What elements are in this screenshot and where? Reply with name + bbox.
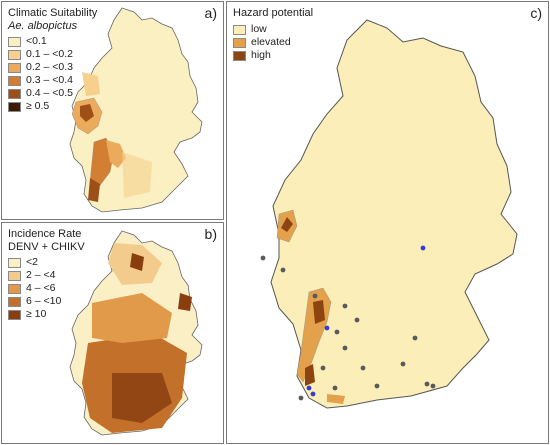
marker-grey	[312, 293, 318, 299]
region-cologne-high	[281, 217, 293, 232]
legend-item: 0.4 – <0.5	[8, 87, 97, 100]
legend-swatch	[8, 75, 21, 86]
legend-label: 2 – <4	[26, 269, 56, 281]
region-south-west	[88, 178, 100, 202]
legend-swatch	[8, 49, 21, 60]
region-neckar	[106, 140, 126, 168]
legend-swatch	[8, 36, 21, 47]
legend-label: ≥ 10	[26, 308, 47, 320]
marker-grey	[342, 303, 348, 309]
legend-swatch	[8, 283, 21, 294]
marker-grey	[360, 365, 366, 371]
legend-swatch	[8, 270, 21, 281]
marker-grey	[424, 381, 430, 387]
marker-grey	[260, 255, 266, 261]
legend-swatch	[8, 309, 21, 320]
region-northwest-low	[82, 72, 100, 96]
panel-climatic-suitability: Climatic Suitability Ae. albopictus <0.1…	[1, 1, 224, 220]
legend-swatch	[8, 62, 21, 73]
legend-label: high	[251, 49, 271, 61]
map-base	[270, 19, 518, 409]
legend-label: <2	[26, 256, 38, 268]
germany-map-suitability	[69, 7, 203, 213]
legend-swatch	[233, 37, 246, 48]
region-berlin	[178, 293, 192, 311]
marker-grey	[400, 361, 406, 367]
legend-label: <0.1	[26, 35, 47, 47]
legend-item: 6 – <10	[8, 295, 85, 308]
legend-swatch	[8, 88, 21, 99]
legend-swatch	[8, 101, 21, 112]
region-hamburg	[130, 253, 144, 271]
germany-map-incidence	[69, 230, 203, 436]
legend-item: 0.1 – <0.2	[8, 48, 97, 61]
marker-grey	[334, 329, 340, 335]
region-rhine-very-high	[80, 104, 94, 122]
legend-hazard: Hazard potential low elevated high	[233, 7, 313, 62]
marker-blue	[420, 245, 426, 251]
legend-subtitle: DENV + CHIKV	[8, 241, 85, 253]
marker-group-grey	[260, 255, 436, 401]
marker-grey	[354, 317, 360, 323]
region-south-low	[122, 152, 152, 198]
germany-map-hazard	[260, 19, 518, 409]
legend-label: low	[251, 23, 267, 35]
marker-blue	[310, 391, 316, 397]
legend-label: 0.3 – <0.4	[26, 74, 73, 86]
legend-item: low	[233, 23, 313, 36]
marker-grey	[332, 385, 338, 391]
marker-grey	[320, 365, 326, 371]
legend-item: ≥ 0.5	[8, 100, 97, 113]
legend-item: <2	[8, 256, 85, 269]
panel-label: c)	[530, 5, 542, 21]
legend-swatch	[8, 257, 21, 268]
legend-label: 0.1 – <0.2	[26, 48, 73, 60]
legend-label: 4 – <6	[26, 282, 56, 294]
legend-item: high	[233, 49, 313, 62]
legend-item: <0.1	[8, 35, 97, 48]
legend-label: elevated	[251, 36, 291, 48]
panel-label: b)	[204, 226, 217, 242]
legend-item: 2 – <4	[8, 269, 85, 282]
legend-label: 0.4 – <0.5	[26, 87, 73, 99]
legend-swatch	[233, 24, 246, 35]
region-lake-constance	[327, 394, 345, 404]
legend-title: Climatic Suitability	[8, 7, 98, 19]
marker-grey	[298, 395, 304, 401]
marker-blue	[324, 325, 330, 331]
marker-group-blue	[306, 245, 426, 397]
marker-grey	[374, 383, 380, 389]
marker-grey	[412, 335, 418, 341]
legend-title: Hazard potential	[233, 7, 314, 19]
panel-hazard-potential: Hazard potential low elevated high c)	[226, 1, 549, 444]
legend-suitability: Climatic Suitability Ae. albopictus <0.1…	[8, 7, 97, 113]
legend-subtitle: Ae. albopictus	[8, 20, 78, 32]
legend-incidence: Incidence Rate DENV + CHIKV <2 2 – <4 4 …	[8, 228, 85, 321]
panel-incidence-rate: Incidence Rate DENV + CHIKV <2 2 – <4 4 …	[1, 222, 224, 444]
legend-swatch	[233, 50, 246, 61]
legend-label: 0.2 – <0.3	[26, 61, 73, 73]
region-rhine-high-1	[313, 300, 325, 324]
legend-label: 6 – <10	[26, 295, 62, 307]
legend-swatch	[8, 296, 21, 307]
marker-grey	[280, 267, 286, 273]
legend-item: 0.2 – <0.3	[8, 61, 97, 74]
legend-item: 0.3 – <0.4	[8, 74, 97, 87]
legend-title: Incidence Rate	[8, 228, 82, 240]
marker-grey	[342, 345, 348, 351]
legend-item: 4 – <6	[8, 282, 85, 295]
region-bavaria-very-high	[112, 373, 172, 423]
marker-blue	[306, 385, 312, 391]
marker-grey	[430, 383, 436, 389]
legend-item: elevated	[233, 36, 313, 49]
region-center	[92, 293, 172, 343]
legend-label: ≥ 0.5	[26, 100, 50, 112]
panel-label: a)	[204, 5, 217, 21]
legend-item: ≥ 10	[8, 308, 85, 321]
region-rhine-high-2	[305, 364, 315, 386]
